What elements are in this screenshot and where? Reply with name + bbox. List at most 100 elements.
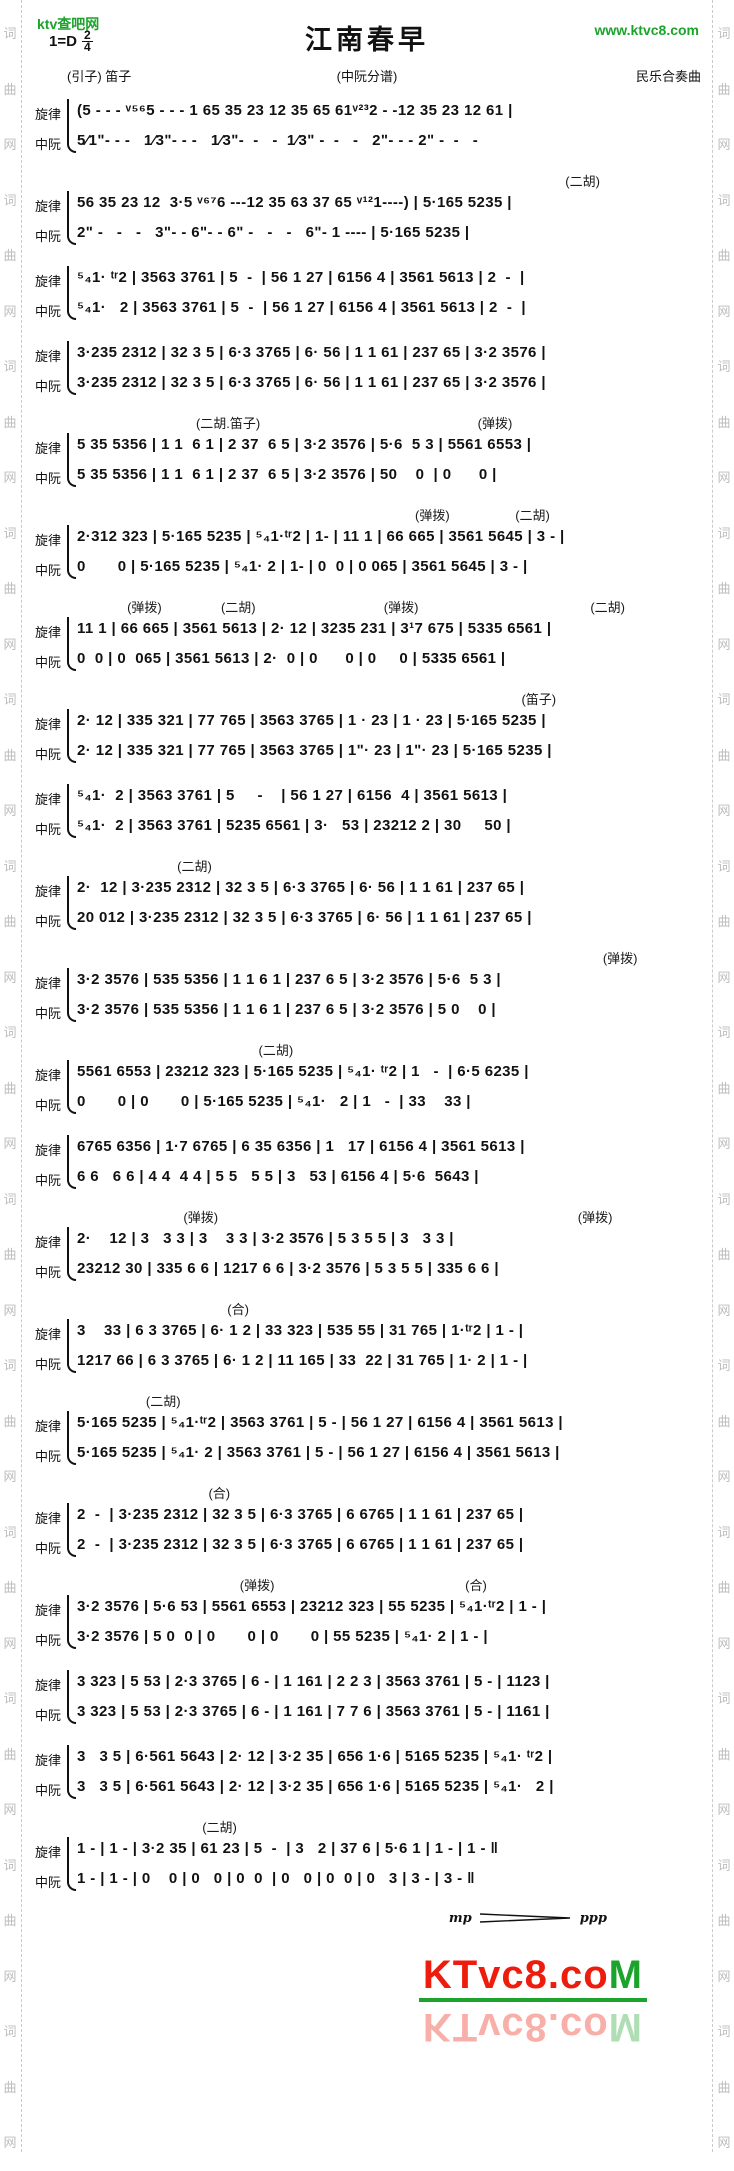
instrument-annotation: (弹拨) <box>183 1210 219 1225</box>
brand-logo[interactable]: KTvc8.coM <box>418 1953 647 2002</box>
ruan-staff: 中阮 0 0 | 0 065 | 3561 5613 | 2· 0 | 0 0 … <box>35 644 703 674</box>
instrument-annotation: (弹拨) <box>415 508 450 523</box>
instrument-annotation: (二胡) <box>590 600 625 615</box>
system-bracket <box>67 1227 76 1281</box>
part-label-ruan: 中阮 <box>34 1173 61 1188</box>
instrument-annotation: (弹拨) <box>239 1578 275 1593</box>
melody-staff: 旋律 2· 12 | 3·235 2312 | 32 3 5 | 6·3 376… <box>35 873 703 903</box>
website-link[interactable]: www.ktvc8.com <box>594 22 699 38</box>
instrument-annotation: (笛子) <box>521 692 557 707</box>
part-label-melody: 旋律 <box>34 1419 61 1434</box>
melody-staff: 旋律 6765 6356 | 1·7 6765 | 6 35 6356 | 1 … <box>35 1132 703 1162</box>
system-bracket <box>67 876 76 930</box>
system-bracket <box>67 191 76 245</box>
melody-notation: 2 - | 3·235 2312 | 32 3 5 | 6·3 3765 | 6… <box>77 1506 524 1523</box>
ruan-notation: 6 6 6 6 | 4 4 4 4 | 5 5 5 5 | 3 53 | 615… <box>77 1168 479 1185</box>
ruan-notation: 20 012 | 3·235 2312 | 32 3 5 | 6·3 3765 … <box>77 909 532 926</box>
part-label-melody: 旋律 <box>34 792 61 807</box>
song-title: 江南春早 <box>305 25 429 55</box>
ruan-notation: 3 323 | 5 53 | 2·3 3765 | 6 - | 1 161 | … <box>77 1703 550 1720</box>
system-bracket <box>67 1745 76 1799</box>
instrument-annotation-row: (弹拨) (合) <box>77 1575 703 1593</box>
ruan-notation: 1 - | 1 - | 0 0 | 0 0 | 0 0 | 0 0 | 0 0 … <box>77 1870 475 1887</box>
ruan-staff: 中阮 0 0 | 0 0 | 5·165 5235 | ⁵₄1· 2 | 1 -… <box>35 1087 703 1117</box>
part-label-ruan: 中阮 <box>34 1708 61 1723</box>
melody-staff: 旋律 5561 6553 | 23212 323 | 5·165 5235 | … <box>35 1057 703 1087</box>
instrument-annotation-row: (二胡) <box>77 856 703 874</box>
score-body: 旋律 (5 - - - ᵛ⁵⁶5 - - - 1 65 35 23 12 35 … <box>31 96 703 1894</box>
instrument-annotation-row: (弹拨) (弹拨) <box>77 1207 703 1225</box>
part-label-ruan: 中阮 <box>34 1783 61 1798</box>
score-system: 旋律 ⁵₄1· 2 | 3563 3761 | 5 - | 56 1 27 | … <box>31 781 703 841</box>
melody-notation: (5 - - - ᵛ⁵⁶5 - - - 1 65 35 23 12 35 65 … <box>77 102 513 119</box>
system-bracket <box>67 1595 76 1649</box>
instrument-annotation-row: (弹拨) (二胡) <box>77 505 703 523</box>
ruan-notation: 0 0 | 0 065 | 3561 5613 | 2· 0 | 0 0 | 0… <box>77 650 506 667</box>
instrument-annotation: (二胡) <box>202 1820 237 1835</box>
melody-notation: 5561 6553 | 23212 323 | 5·165 5235 | ⁵₄1… <box>77 1063 529 1080</box>
melody-notation: ⁵₄1· ᵗʳ2 | 3563 3761 | 5 - | 56 1 27 | 6… <box>77 269 525 286</box>
melody-notation: 2· 12 | 3·235 2312 | 32 3 5 | 6·3 3765 |… <box>77 879 525 896</box>
ruan-staff: 中阮 3·235 2312 | 32 3 5 | 6·3 3765 | 6· 5… <box>35 368 703 398</box>
melody-staff: 旋律 (5 - - - ᵛ⁵⁶5 - - - 1 65 35 23 12 35 … <box>35 96 703 126</box>
melody-notation: 3·235 2312 | 32 3 5 | 6·3 3765 | 6· 56 |… <box>77 344 546 361</box>
sheet-header: ktv查吧网 1=D 2 4 江南春早 www.ktvc8.com (引子) 笛… <box>31 0 703 96</box>
margin-watermark-right: 词​曲​网​词​曲​网​词​曲​网​词​曲​网​词​曲​网​词​曲​网​词​曲​… <box>717 26 731 2150</box>
score-system: 旋律 3 3 5 | 6·561 5643 | 2· 12 | 3·2 35 |… <box>31 1742 703 1802</box>
score-system: (合) 旋律 2 - | 3·235 2312 | 32 3 5 | 6·3 3… <box>31 1483 703 1560</box>
instrument-annotation: (合) <box>227 1302 249 1317</box>
score-system: 旋律 3 323 | 5 53 | 2·3 3765 | 6 - | 1 161… <box>31 1667 703 1727</box>
part-label-ruan: 中阮 <box>34 379 61 394</box>
part-label-ruan: 中阮 <box>34 1449 61 1464</box>
melody-staff: 旋律 3 33 | 6 3 3765 | 6· 1 2 | 33 323 | 5… <box>35 1316 703 1346</box>
part-label-melody: 旋律 <box>34 1327 61 1342</box>
melody-notation: ⁵₄1· 2 | 3563 3761 | 5 - | 56 1 27 | 615… <box>77 787 508 804</box>
instrument-annotation-row: (二胡) <box>77 1040 703 1058</box>
system-bracket <box>67 266 76 320</box>
margin-divider-left <box>21 0 22 2152</box>
system-bracket <box>67 968 76 1022</box>
score-system: (二胡) 旋律 5·165 5235 | ⁵₄1·ᵗʳ2 | 3563 3761… <box>31 1391 703 1468</box>
part-label-melody: 旋律 <box>34 441 61 456</box>
ruan-staff: 中阮 5 35 5356 | 1 1 6 1 | 2 37 6 5 | 3·2 … <box>35 460 703 490</box>
instrument-annotation-row: (二胡) <box>77 1391 703 1409</box>
instrument-annotation: (合) <box>208 1486 231 1501</box>
ruan-staff: 中阮 20 012 | 3·235 2312 | 32 3 5 | 6·3 37… <box>35 903 703 933</box>
system-bracket <box>67 709 76 763</box>
ruan-staff: 中阮 3 3 5 | 6·561 5643 | 2· 12 | 3·2 35 |… <box>35 1772 703 1802</box>
instrument-annotation: (弹拨) <box>602 951 638 966</box>
score-system: (合) 旋律 3 33 | 6 3 3765 | 6· 1 2 | 33 323… <box>31 1299 703 1376</box>
melody-notation: 11 1 | 66 665 | 3561 5613 | 2· 12 | 3235… <box>77 620 552 637</box>
part-label-ruan: 中阮 <box>34 655 61 670</box>
melody-staff: 旋律 2· 12 | 335 321 | 77 765 | 3563 3765 … <box>35 706 703 736</box>
melody-staff: 旋律 5·165 5235 | ⁵₄1·ᵗʳ2 | 3563 3761 | 5 … <box>35 1408 703 1438</box>
system-bracket <box>67 1503 76 1557</box>
system-bracket <box>67 1837 76 1891</box>
system-bracket <box>67 99 76 153</box>
ruan-staff: 中阮 6 6 6 6 | 4 4 4 4 | 5 5 5 5 | 3 53 | … <box>35 1162 703 1192</box>
key-signature: 1=D <box>49 33 77 50</box>
melody-staff: 旋律 ⁵₄1· ᵗʳ2 | 3563 3761 | 5 - | 56 1 27 … <box>35 263 703 293</box>
dynamic-end: ppp <box>579 1910 607 1926</box>
score-system: (弹拨) (合) 旋律 3·2 3576 | 5·6 53 | 5561 6553… <box>31 1575 703 1652</box>
part-label-ruan: 中阮 <box>34 1006 61 1021</box>
part-label-ruan: 中阮 <box>34 747 61 762</box>
ruan-staff: 中阮 ⁵₄1· 2 | 3563 3761 | 5 - | 56 1 27 | … <box>35 293 703 323</box>
part-label-ruan: 中阮 <box>34 1875 61 1890</box>
sheet-page: ktv查吧网 1=D 2 4 江南春早 www.ktvc8.com (引子) 笛… <box>31 0 703 2049</box>
part-label-melody: 旋律 <box>34 1753 61 1768</box>
ruan-notation: 3·235 2312 | 32 3 5 | 6·3 3765 | 6· 56 |… <box>77 374 546 391</box>
part-label-melody: 旋律 <box>34 1068 61 1083</box>
melody-staff: 旋律 3 3 5 | 6·561 5643 | 2· 12 | 3·2 35 |… <box>35 1742 703 1772</box>
ruan-staff: 中阮 3·2 3576 | 5 0 0 | 0 0 | 0 0 | 55 523… <box>35 1622 703 1652</box>
instrument-annotation: (弹拨) <box>383 600 419 615</box>
melody-notation: 3 323 | 5 53 | 2·3 3765 | 6 - | 1 161 | … <box>77 1673 550 1690</box>
system-bracket <box>67 525 76 579</box>
melody-notation: 1 - | 1 - | 3·2 35 | 61 23 | 5 - | 3 2 |… <box>77 1840 499 1857</box>
ruan-notation: 2ʺ - - - 3ʺ- - 6ʺ- - 6ʺ - - - 6ʺ- 1 ----… <box>77 224 470 241</box>
site-logo[interactable]: ktv查吧网 <box>37 16 100 32</box>
ruan-staff: 中阮 3 323 | 5 53 | 2·3 3765 | 6 - | 1 161… <box>35 1697 703 1727</box>
part-label-melody: 旋律 <box>34 107 61 122</box>
ruan-notation: 3·2 3576 | 5 0 0 | 0 0 | 0 0 | 55 5235 |… <box>77 1628 488 1645</box>
instrument-annotation: (二胡) <box>177 859 212 874</box>
